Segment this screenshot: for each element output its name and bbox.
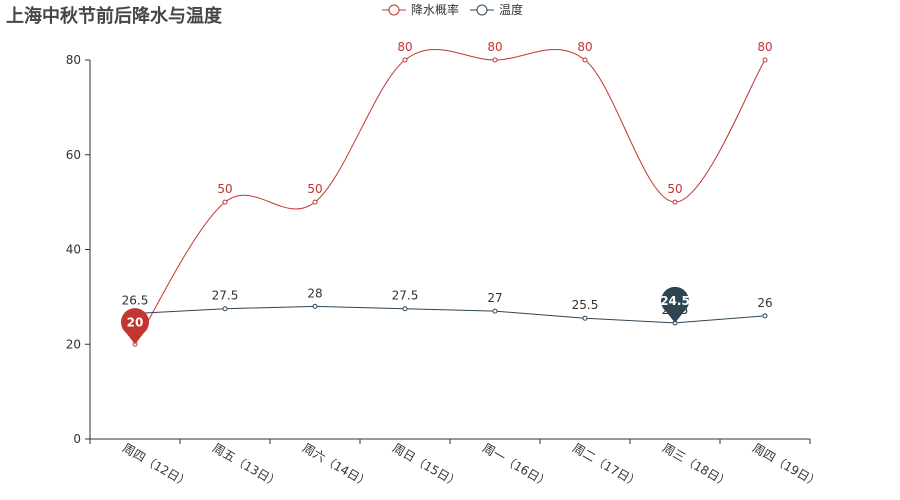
data-point[interactable] (762, 313, 768, 319)
data-label: 50 (217, 182, 232, 196)
legend-label: 降水概率 (411, 2, 459, 17)
y-tick-label: 80 (66, 53, 81, 67)
x-tick-label: 周四（12日） (120, 441, 192, 491)
markpoint-label: 24.5 (660, 294, 690, 308)
data-point[interactable] (492, 57, 498, 63)
markpoints: 20 24.5 (121, 286, 690, 345)
x-tick-label: 周日（15日） (390, 441, 462, 491)
data-point[interactable] (762, 57, 768, 63)
data-label: 27.5 (392, 289, 419, 303)
data-point[interactable] (312, 303, 318, 309)
data-label: 27.5 (212, 289, 239, 303)
y-tick-label: 0 (73, 432, 81, 446)
y-tick-label: 60 (66, 148, 81, 162)
legend-item-1[interactable]: 降水概率 (382, 2, 459, 17)
data-label: 50 (667, 182, 682, 196)
data-point[interactable] (222, 306, 228, 312)
data-label: 27 (487, 291, 502, 305)
legend-marker-icon (476, 4, 488, 16)
data-label: 80 (397, 40, 412, 54)
legend-item-2[interactable]: 温度 (470, 2, 523, 17)
data-point[interactable] (672, 199, 678, 205)
data-label: 80 (487, 40, 502, 54)
data-label: 25.5 (572, 298, 599, 312)
series-line-2 (134, 305, 766, 324)
data-point[interactable] (492, 308, 498, 314)
data-label: 80 (577, 40, 592, 54)
series-layer (132, 49, 768, 347)
legend-label: 温度 (499, 2, 523, 17)
chart-title: 上海中秋节前后降水与温度 (6, 6, 222, 27)
markpoint-pin[interactable] (121, 308, 149, 345)
markpoint-pin[interactable] (660, 286, 690, 323)
data-point[interactable] (582, 57, 588, 63)
data-point[interactable] (402, 57, 408, 63)
markpoint-label: 20 (127, 315, 144, 329)
y-tick-label: 20 (66, 337, 81, 351)
legend-marker-icon (388, 4, 400, 16)
data-point[interactable] (222, 199, 228, 205)
data-label: 26.5 (122, 293, 149, 307)
axes: 0 20 40 60 80 周四（12日） 周五（13日） 周六（14日） 周日（15日） 周一（… (66, 53, 823, 490)
data-point[interactable] (582, 315, 588, 321)
data-label: 80 (757, 40, 772, 54)
data-label: 26 (757, 296, 772, 310)
legend[interactable]: 降水概率 温度 (382, 2, 523, 17)
y-tick-label: 40 (66, 243, 81, 257)
x-tick-label: 周五（13日） (210, 441, 282, 491)
data-point[interactable] (312, 199, 318, 205)
x-tick-label: 周四（19日） (750, 441, 822, 491)
x-tick-label: 周一（16日） (480, 441, 552, 491)
data-point[interactable] (402, 306, 408, 312)
x-tick-label: 周六（14日） (300, 441, 372, 491)
x-tick-label: 周三（18日） (660, 441, 732, 491)
data-label: 28 (307, 286, 322, 300)
x-tick-label: 周二（17日） (570, 441, 642, 491)
data-label: 50 (307, 182, 322, 196)
